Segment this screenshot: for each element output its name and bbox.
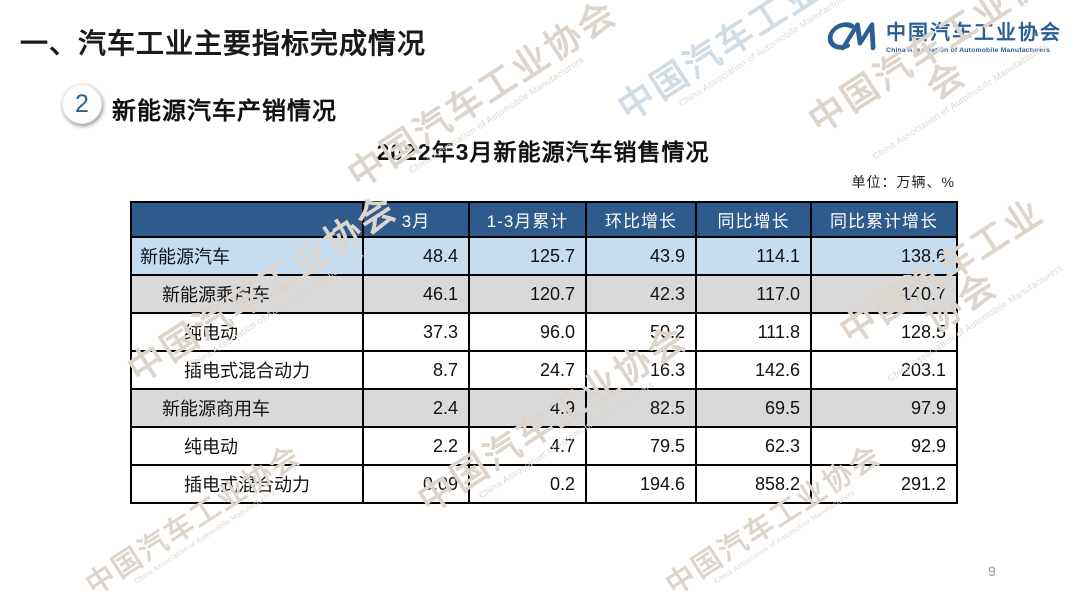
table-row: 插电式混合动力 0.09 0.2 194.6 858.2 291.2 — [130, 464, 958, 504]
value-cell: 50.2 — [585, 312, 697, 352]
value-cell: 114.1 — [695, 236, 812, 276]
row-label-cell: 新能源乘用车 — [130, 274, 364, 314]
caam-logo-text: 中国汽车工业协会 China Association of Automobile… — [886, 21, 1062, 54]
row-label-cell: 新能源汽车 — [130, 236, 364, 276]
row-label-cell: 新能源商用车 — [130, 388, 364, 428]
row-label-cell: 插电式混合动力 — [130, 350, 364, 390]
value-cell: 2.2 — [362, 426, 470, 466]
value-cell: 2.4 — [362, 388, 470, 428]
caam-logo: 中国汽车工业协会 China Association of Automobile… — [816, 14, 1062, 63]
caam-logo-icon — [816, 14, 878, 63]
value-cell: 69.5 — [695, 388, 812, 428]
value-cell: 203.1 — [810, 350, 958, 390]
caam-logo-name-cn: 中国汽车工业协会 — [886, 21, 1062, 44]
value-cell: 0.09 — [362, 464, 470, 504]
table-row: 新能源乘用车 46.1 120.7 42.3 117.0 140.7 — [130, 274, 958, 314]
table-row: 新能源汽车 48.4 125.7 43.9 114.1 138.6 — [130, 236, 958, 276]
value-cell: 62.3 — [695, 426, 812, 466]
page-title: 一、汽车工业主要指标完成情况 — [20, 28, 427, 59]
value-cell: 0.2 — [468, 464, 587, 504]
table-header-row: 3月 1-3月累计 环比增长 同比增长 同比累计增长 — [130, 201, 958, 238]
value-cell: 48.4 — [362, 236, 470, 276]
table-row: 纯电动 2.2 4.7 79.5 62.3 92.9 — [130, 426, 958, 466]
value-cell: 24.7 — [468, 350, 587, 390]
header-cell-blank — [130, 201, 364, 238]
value-cell: 42.3 — [585, 274, 697, 314]
value-cell: 96.0 — [468, 312, 587, 352]
value-cell: 43.9 — [585, 236, 697, 276]
value-cell: 125.7 — [468, 236, 587, 276]
value-cell: 4.9 — [468, 388, 587, 428]
value-cell: 82.5 — [585, 388, 697, 428]
value-cell: 79.5 — [585, 426, 697, 466]
header-cell: 1-3月累计 — [468, 201, 587, 238]
value-cell: 138.6 — [810, 236, 958, 276]
header-cell: 3月 — [362, 201, 470, 238]
value-cell: 4.7 — [468, 426, 587, 466]
row-label-cell: 纯电动 — [130, 312, 364, 352]
value-cell: 46.1 — [362, 274, 470, 314]
sales-table: 3月 1-3月累计 环比增长 同比增长 同比累计增长 新能源汽车 48.4 125.7 43.9… — [130, 201, 958, 504]
header-cell: 同比累计增长 — [810, 201, 958, 238]
page-number: 9 — [988, 563, 996, 579]
value-cell: 142.6 — [695, 350, 812, 390]
value-cell: 97.9 — [810, 388, 958, 428]
section-heading: 新能源汽车产销情况 — [112, 98, 337, 125]
value-cell: 8.7 — [362, 350, 470, 390]
caam-logo-name-en: China Association of Automobile Manufact… — [886, 46, 1051, 54]
value-cell: 291.2 — [810, 464, 958, 504]
header-cell: 环比增长 — [585, 201, 697, 238]
table-row: 新能源商用车 2.4 4.9 82.5 69.5 97.9 — [130, 388, 958, 428]
table-row: 纯电动 37.3 96.0 50.2 111.8 128.5 — [130, 312, 958, 352]
value-cell: 111.8 — [695, 312, 812, 352]
header-cell: 同比增长 — [695, 201, 812, 238]
value-cell: 16.3 — [585, 350, 697, 390]
value-cell: 37.3 — [362, 312, 470, 352]
unit-label: 单位：万辆、% — [851, 174, 955, 190]
value-cell: 128.5 — [810, 312, 958, 352]
table-title: 2022年3月新能源汽车销售情况 — [376, 139, 710, 165]
row-label-cell: 插电式混合动力 — [130, 464, 364, 504]
value-cell: 92.9 — [810, 426, 958, 466]
value-cell: 117.0 — [695, 274, 812, 314]
table-row: 插电式混合动力 8.7 24.7 16.3 142.6 203.1 — [130, 350, 958, 390]
value-cell: 120.7 — [468, 274, 587, 314]
value-cell: 140.7 — [810, 274, 958, 314]
section-number-badge: 2 — [62, 84, 102, 124]
value-cell: 858.2 — [695, 464, 812, 504]
value-cell: 194.6 — [585, 464, 697, 504]
row-label-cell: 纯电动 — [130, 426, 364, 466]
